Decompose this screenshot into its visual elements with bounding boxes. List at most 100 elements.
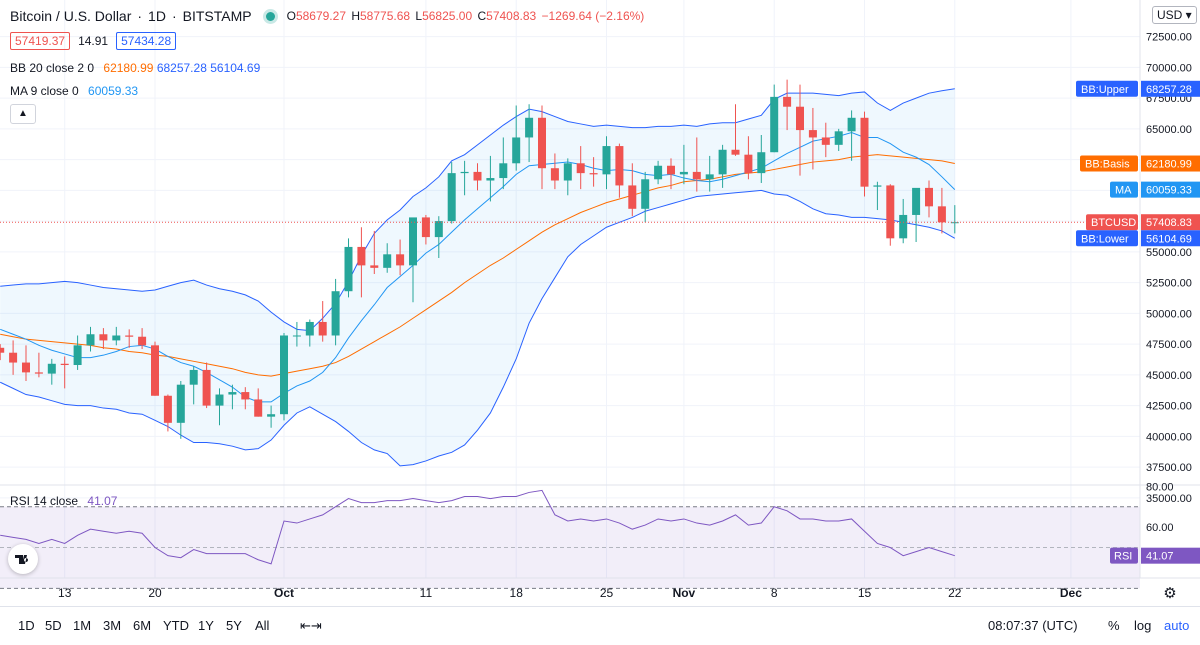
chart-header: Bitcoin / U.S. Dollar · 1D · BITSTAMP O5… xyxy=(10,8,645,24)
candle-body xyxy=(370,265,379,268)
range-button-5y[interactable]: 5Y xyxy=(226,618,242,633)
time-tick-label: 20 xyxy=(148,586,162,600)
range-button-5d[interactable]: 5D xyxy=(45,618,62,633)
ma-tag xyxy=(1110,181,1138,198)
candle-body xyxy=(525,117,534,138)
bb-lower-line xyxy=(0,189,956,467)
bb-legend[interactable]: BB 20 close 2 0 62180.99 68257.28 56104.… xyxy=(10,61,260,75)
bid-ask-row: 57419.37 14.91 57434.28 xyxy=(10,32,177,50)
candle-body xyxy=(834,131,843,145)
candle-body xyxy=(692,171,701,180)
bb-upper-badge xyxy=(1141,80,1200,97)
compare-range-icon[interactable]: ⇤⇥ xyxy=(300,618,322,633)
low-value: 56825.00 xyxy=(422,9,473,23)
price-tick-label: 35000.00 xyxy=(1146,493,1192,505)
candle-body xyxy=(447,173,456,222)
spread-value: 14.91 xyxy=(78,34,109,48)
candle-body xyxy=(409,217,417,266)
candle-body xyxy=(821,137,830,145)
rsi-tag xyxy=(1110,547,1138,564)
candle-body xyxy=(705,174,714,180)
candle-body xyxy=(512,137,521,164)
ma-badge xyxy=(1141,181,1200,198)
candle-body xyxy=(241,392,250,400)
bb-upper-tag xyxy=(1076,80,1138,97)
ask-price[interactable]: 57434.28 xyxy=(116,32,177,50)
candle-body xyxy=(937,206,946,223)
rsi-legend[interactable]: RSI 14 close 41.07 xyxy=(10,494,117,508)
log-toggle[interactable]: log xyxy=(1134,618,1152,633)
bottom-toolbar: 1D 5D 1M 3M 6M YTD 1Y 5Y All ⇤⇥ 08:07:37 (UTC) %… xyxy=(0,606,1200,645)
range-button-3m[interactable]: 3M xyxy=(103,618,122,633)
ma-name: MA 9 close 0 xyxy=(10,84,79,98)
bb-band-fill xyxy=(0,88,955,466)
bb-basis-tag xyxy=(1080,155,1138,172)
candle-body xyxy=(202,369,211,406)
bb-lower-badge-value: 56104.69 xyxy=(1146,233,1192,245)
percent-toggle[interactable]: % xyxy=(1108,618,1120,633)
candle-body xyxy=(34,372,43,374)
collapse-legend-button[interactable]: ▲ xyxy=(10,104,36,124)
rsi-tag-label: RSI xyxy=(1114,551,1132,563)
candle-body xyxy=(912,187,921,215)
candle-body xyxy=(925,187,933,207)
candle-body xyxy=(679,171,688,175)
candle-body xyxy=(873,185,882,187)
candle-body xyxy=(796,106,804,131)
price-chart[interactable]: 35000.00 37500.00 40000.00 42500.00 45000.00… xyxy=(0,0,1200,606)
ma-legend[interactable]: MA 9 close 0 60059.33 xyxy=(10,84,138,98)
candle-body xyxy=(396,254,405,266)
bb-lower-tag-label: BB:Lower xyxy=(1081,233,1129,245)
rsi-name: RSI 14 close xyxy=(10,494,79,508)
time-tick-label: 15 xyxy=(858,586,872,600)
range-button-all[interactable]: All xyxy=(255,618,270,633)
ma-badge-value: 60059.33 xyxy=(1146,185,1192,197)
candle-body xyxy=(486,178,495,181)
candle-body xyxy=(757,152,766,174)
price-tick-label: 72500.00 xyxy=(1146,32,1192,44)
price-tick-label: 47500.00 xyxy=(1146,339,1192,351)
candle-body xyxy=(73,345,82,366)
candle-body xyxy=(280,335,288,415)
candle-body xyxy=(86,334,95,346)
currency-select[interactable]: USD ▾ xyxy=(1152,6,1197,24)
candle-body xyxy=(783,96,792,107)
utc-clock[interactable]: 08:07:37 (UTC) xyxy=(988,618,1078,633)
price-tick-label: 65000.00 xyxy=(1146,124,1192,136)
bb-basis-badge xyxy=(1141,155,1200,172)
candle-body xyxy=(434,221,443,238)
candle-body xyxy=(460,171,469,174)
last-price-badge xyxy=(1141,214,1200,231)
bid-price[interactable]: 57419.37 xyxy=(10,32,71,50)
candle-body xyxy=(99,334,108,341)
high-value: 58775.68 xyxy=(360,9,411,23)
ohlc-readout: O58679.27 H58775.68 L56825.00 C57408.83 … xyxy=(286,9,645,23)
candle-body xyxy=(628,185,637,209)
range-button-6m[interactable]: 6M xyxy=(133,618,152,633)
candle-body xyxy=(9,352,18,363)
candle-body xyxy=(576,163,585,174)
range-button-1m[interactable]: 1M xyxy=(73,618,92,633)
candle-body xyxy=(151,345,159,396)
tradingview-logo-icon[interactable] xyxy=(8,544,38,574)
candle-body xyxy=(421,217,430,238)
time-tick-label: 8 xyxy=(771,586,778,600)
chart-background xyxy=(0,0,1200,606)
candle-body xyxy=(383,254,392,268)
auto-toggle[interactable]: auto xyxy=(1164,618,1190,633)
market-status-icon xyxy=(265,11,275,21)
rsi-badge xyxy=(1141,547,1200,564)
range-button-1d[interactable]: 1D xyxy=(18,618,35,633)
symbol-name[interactable]: Bitcoin / U.S. Dollar xyxy=(10,8,132,24)
interval-label[interactable]: 1D xyxy=(148,8,166,24)
bb-lower-tag xyxy=(1076,230,1138,247)
settings-gear-icon: ⚙ xyxy=(1163,585,1176,602)
candle-body xyxy=(899,214,908,239)
range-button-1y[interactable]: 1Y xyxy=(198,618,214,633)
ma-tag-label: MA xyxy=(1115,185,1132,197)
ma-line xyxy=(0,132,956,403)
candle-body xyxy=(344,246,353,292)
price-tick-label: 50000.00 xyxy=(1146,308,1192,320)
bb-upper-line xyxy=(0,88,955,332)
range-button-ytd[interactable]: YTD xyxy=(163,618,189,633)
